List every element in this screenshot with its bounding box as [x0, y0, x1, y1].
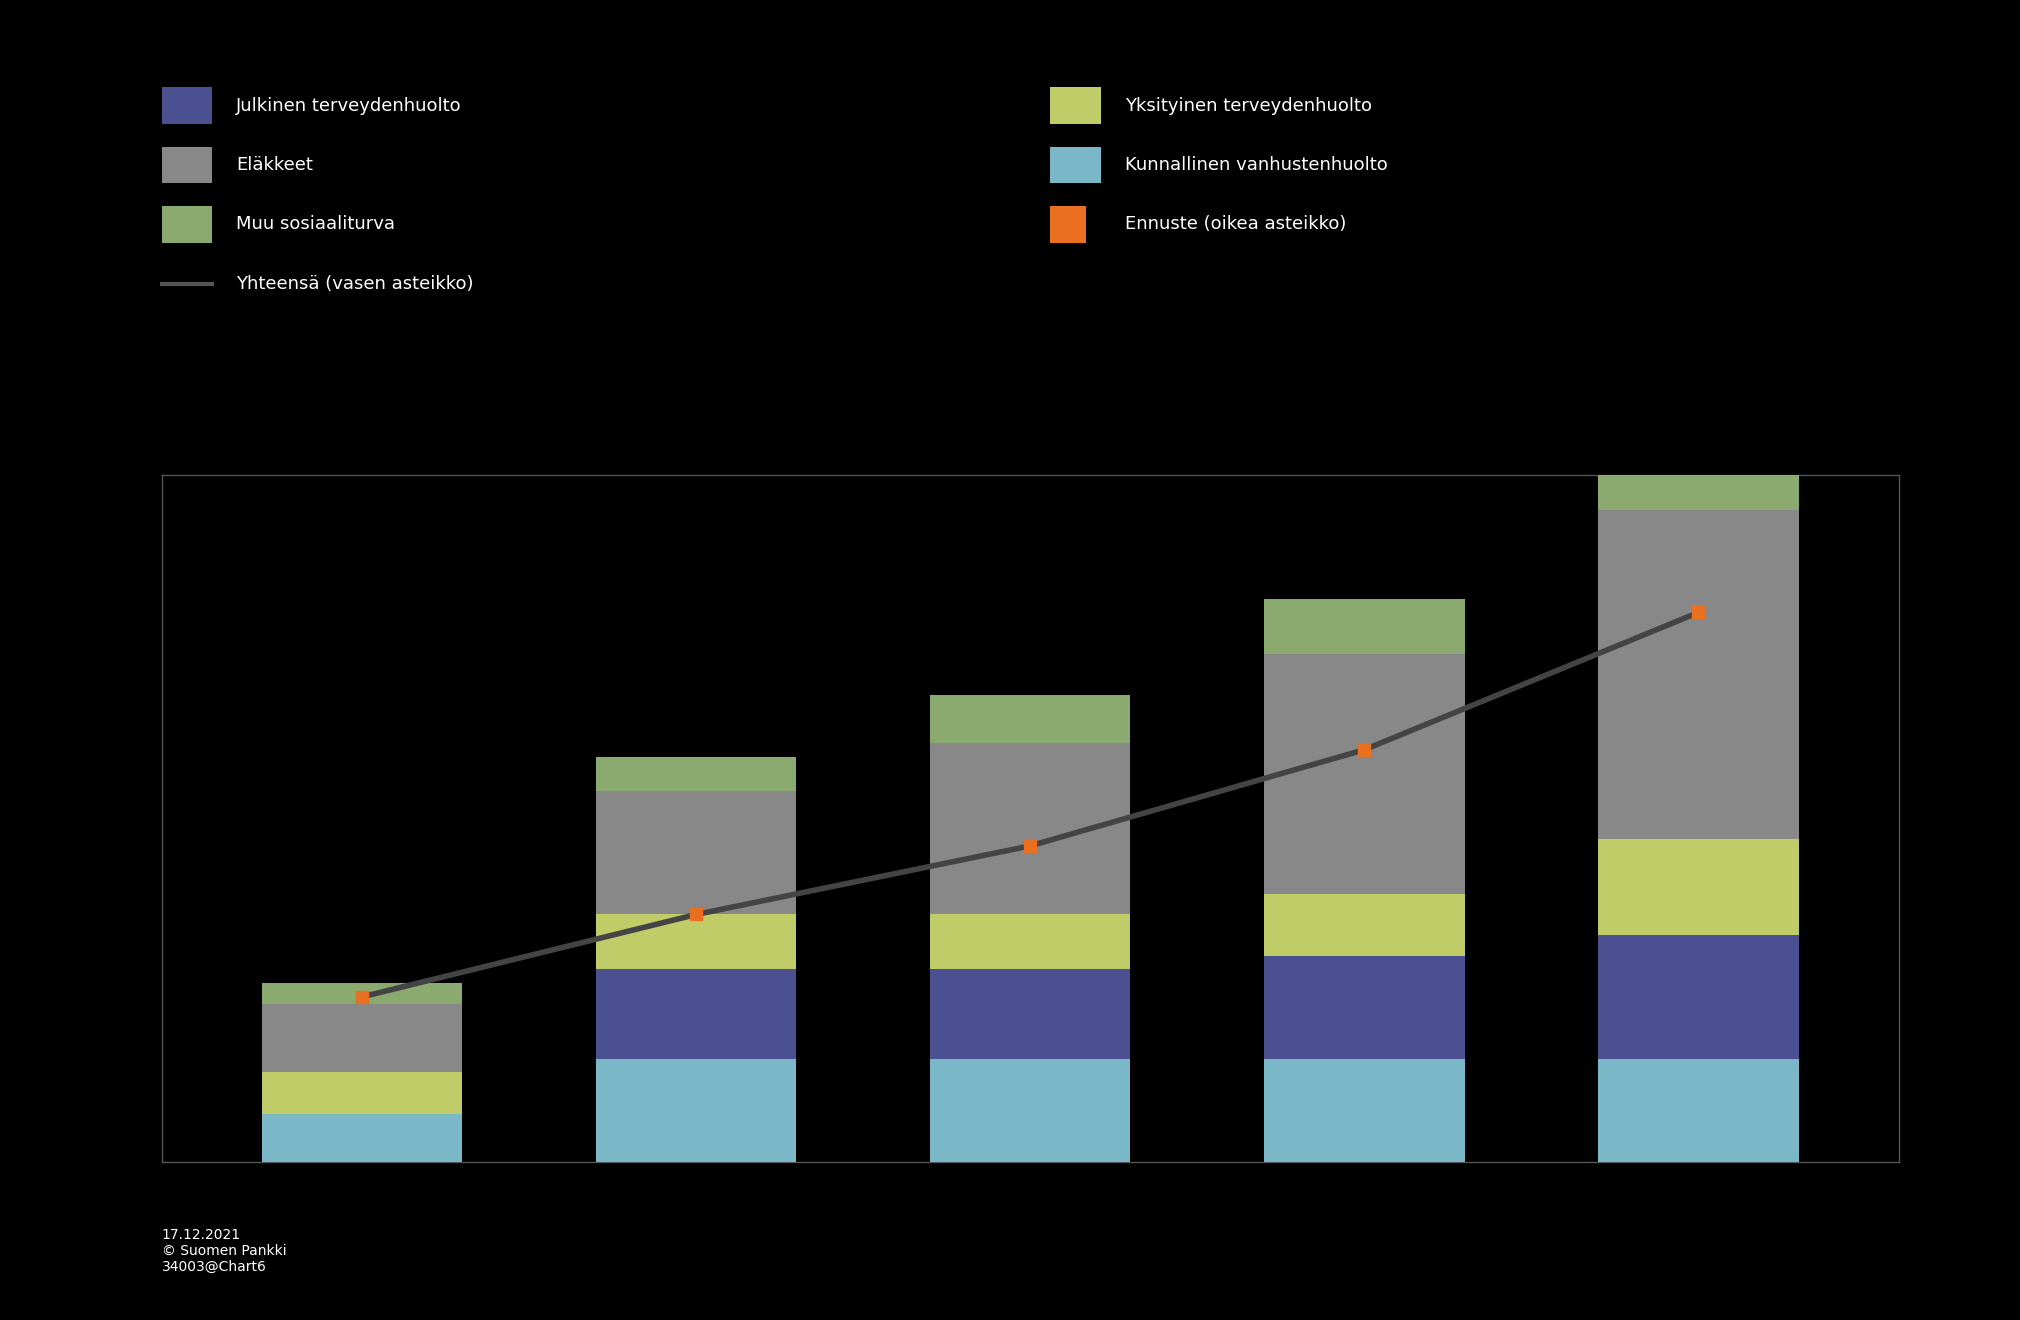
Bar [929, 743, 1131, 915]
Bar [1598, 1059, 1798, 1162]
Bar [1265, 956, 1464, 1059]
Bar [929, 969, 1131, 1059]
Bar [1265, 653, 1464, 894]
Point [681, 904, 713, 925]
Bar [263, 983, 463, 1003]
Bar [1598, 840, 1798, 935]
Point [1014, 836, 1046, 857]
Point [1683, 602, 1715, 623]
Text: Julkinen terveydenhuolto: Julkinen terveydenhuolto [236, 96, 463, 115]
Text: 17.12.2021
© Suomen Pankki
34003@Chart6: 17.12.2021 © Suomen Pankki 34003@Chart6 [162, 1228, 287, 1274]
Point [1347, 739, 1380, 760]
Bar [1598, 935, 1798, 1059]
Bar [596, 915, 796, 969]
Text: Muu sosiaaliturva: Muu sosiaaliturva [236, 215, 396, 234]
Bar [1265, 599, 1464, 653]
Text: Yksityinen terveydenhuolto: Yksityinen terveydenhuolto [1125, 96, 1372, 115]
Bar [263, 1114, 463, 1162]
Bar [1598, 510, 1798, 840]
Text: Ennuste (oikea asteikko): Ennuste (oikea asteikko) [1125, 215, 1347, 234]
Bar [596, 1059, 796, 1162]
Bar [263, 1003, 463, 1072]
Text: Yhteensä (vasen asteikko): Yhteensä (vasen asteikko) [236, 275, 475, 293]
Bar [1598, 441, 1798, 510]
Bar [263, 1072, 463, 1114]
Bar [596, 791, 796, 915]
Bar [596, 756, 796, 791]
Bar [929, 694, 1131, 743]
Bar [596, 969, 796, 1059]
Text: Kunnallinen vanhustenhuolto: Kunnallinen vanhustenhuolto [1125, 156, 1388, 174]
Bar [1265, 894, 1464, 956]
Bar [1265, 1059, 1464, 1162]
Point [345, 986, 378, 1007]
Text: Eläkkeet: Eläkkeet [236, 156, 313, 174]
Bar [929, 915, 1131, 969]
Bar [929, 1059, 1131, 1162]
